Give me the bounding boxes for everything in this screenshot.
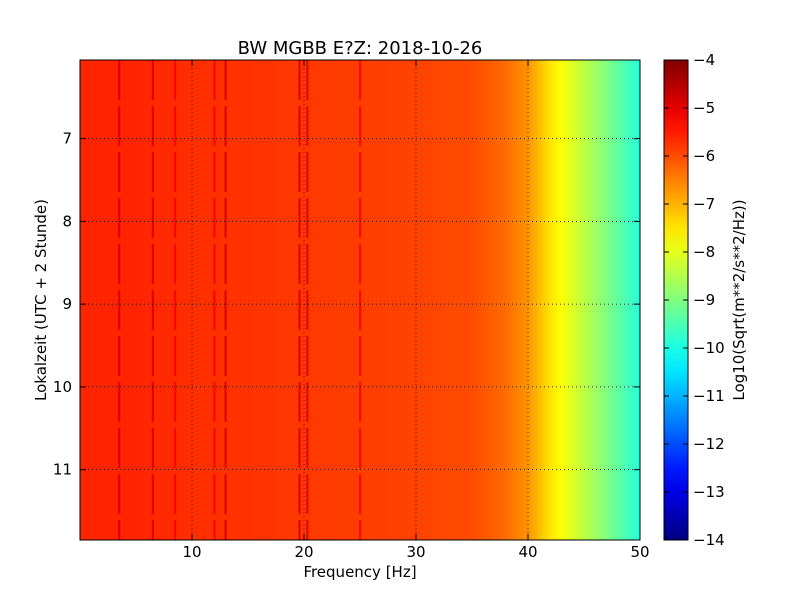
colorbar-tick-label: −8: [693, 243, 715, 261]
x-tick-label: 30: [406, 543, 425, 561]
spectral-lines: [118, 60, 361, 540]
colorbar-tick-label: −14: [693, 531, 725, 549]
y-axis-ticks: 7 8 9 10 11: [53, 130, 640, 479]
colorbar-tick-label: −7: [693, 195, 715, 213]
colorbar-ticks: −4 −5 −6 −7 −8 −9 −10 −11 −12 −13 −14: [664, 51, 725, 549]
y-tick-label: 10: [53, 378, 72, 396]
x-axis-label: Frequency [Hz]: [303, 563, 416, 581]
colorbar-tick-label: −10: [693, 339, 725, 357]
colorbar-tick-label: −11: [693, 387, 725, 405]
x-axis-ticks: 10 20 30 40 50: [182, 60, 650, 561]
chart-title: BW MGBB E?Z: 2018-10-26: [238, 38, 483, 59]
y-tick-label: 11: [53, 461, 72, 479]
colorbar-tick-label: −13: [693, 483, 725, 501]
y-tick-label: 7: [62, 130, 72, 148]
colorbar: −4 −5 −6 −7 −8 −9 −10 −11 −12 −13 −14 Log10(Sqrt(m…: [663, 51, 748, 549]
y-axis-label: Lokalzeit (UTC + 2 Stunde): [32, 199, 50, 401]
y-tick-label: 8: [62, 212, 72, 230]
y-tick-label: 9: [62, 295, 72, 313]
x-tick-label: 10: [182, 543, 201, 561]
colorbar-tick-label: −12: [693, 435, 725, 453]
x-tick-label: 20: [294, 543, 313, 561]
plot-area: [79, 59, 641, 541]
x-tick-label: 40: [518, 543, 537, 561]
plot-frame: [79, 59, 641, 541]
colorbar-tick-label: −9: [693, 291, 715, 309]
colorbar-tick-label: −6: [693, 147, 715, 165]
colorbar-tick-label: −4: [693, 51, 715, 69]
x-tick-label: 50: [630, 543, 649, 561]
grid-lines: [80, 60, 640, 540]
colorbar-tick-label: −5: [693, 99, 715, 117]
colorbar-label: Log10(Sqrt(m**2/s**2/Hz)): [730, 199, 748, 400]
